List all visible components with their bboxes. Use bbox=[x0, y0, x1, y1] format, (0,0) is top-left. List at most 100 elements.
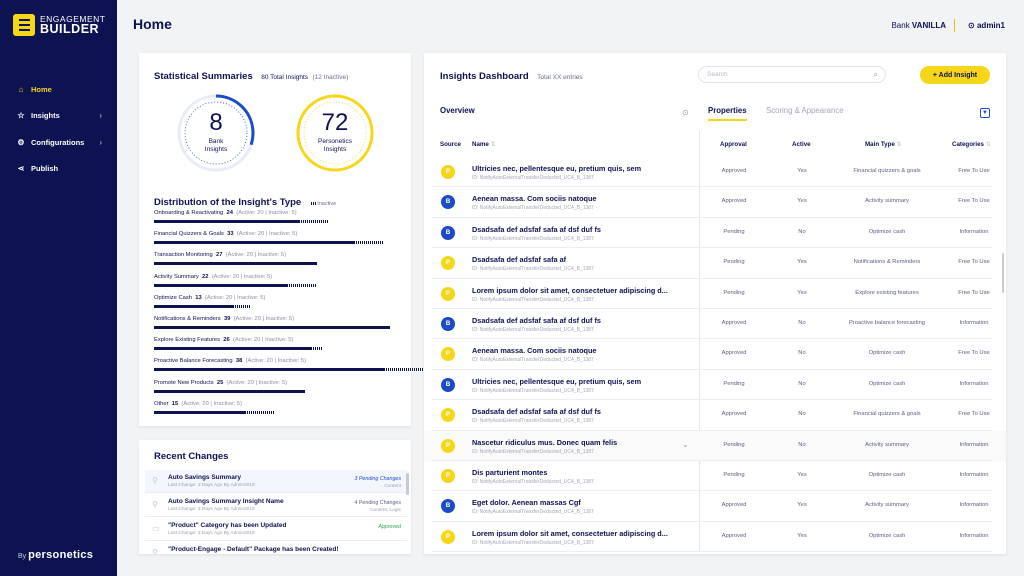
chevron-down-icon[interactable]: ⌄ bbox=[682, 439, 689, 449]
table-row[interactable]: P Aenean massa. Com sociis natoque ID: Not… bbox=[424, 339, 1006, 370]
table-row[interactable]: P Dis parturient montes ID: NotifyAutoExte… bbox=[424, 461, 1006, 492]
pin-icon: ⚲ bbox=[152, 500, 158, 509]
personetics-count: 72 bbox=[321, 109, 349, 136]
recent-change-item[interactable]: ⚲ Auto Savings Summary Insight Name Last C… bbox=[145, 494, 407, 517]
approval-cell: Approved bbox=[721, 532, 747, 539]
sidebar-item-publish[interactable]: ⋖ Publish bbox=[0, 156, 117, 183]
recent-change-scope: Content, Logic bbox=[370, 508, 401, 513]
source-badge: B bbox=[441, 317, 455, 331]
inactive-bar bbox=[311, 347, 324, 351]
active-cell: No bbox=[798, 380, 806, 387]
table-row[interactable]: B Eget dolor. Aenean massas Cgf ID: Notify… bbox=[424, 491, 1006, 522]
table-row[interactable]: P Dsadsafa def adsfaf safa af dsf duf fs I… bbox=[424, 400, 1006, 431]
table-row[interactable]: P Dsadsafa def adsfaf safa af ID: NotifyAu… bbox=[424, 248, 1006, 279]
inactive-legend: Inactive bbox=[310, 201, 336, 207]
col-main-type[interactable]: Main Type ⇅ bbox=[865, 141, 902, 148]
recent-scrollbar[interactable] bbox=[406, 473, 409, 495]
main-type-cell: Activity summary bbox=[865, 502, 909, 509]
distribution-label: Financial Quizzers & Goals 33 (Active: 2… bbox=[154, 231, 298, 238]
categories-cell: Free To Use bbox=[958, 168, 990, 174]
bank-selector[interactable]: Bank VANILLA bbox=[891, 21, 946, 30]
main-type-cell: Proactive balance forecasting bbox=[848, 320, 926, 326]
source-badge: B bbox=[441, 225, 455, 240]
recent-change-item[interactable]: ⚲ Auto Savings Summary Last Change: 3 Days… bbox=[145, 470, 407, 493]
table-row[interactable]: B Ultricies nec, pellentesque eu, pretium… bbox=[424, 370, 1006, 401]
insight-name: Nascetur ridiculus mus. Donec quam felis bbox=[472, 437, 618, 447]
categories-cell: Free To Use bbox=[958, 289, 990, 296]
source-badge: P bbox=[441, 529, 455, 544]
filter-icon[interactable]: ▼ bbox=[980, 108, 990, 118]
insight-id: ID: NotifyAutoExternalTransferDeducted_U… bbox=[472, 175, 594, 181]
insight-name: Aenean massa. Com sociis natoque bbox=[472, 346, 597, 356]
top-bar: Home Bank VANILLA ⊙ admin1 bbox=[117, 0, 1024, 50]
active-bar bbox=[154, 304, 233, 308]
recent-change-item[interactable]: ⚲ "Product-Engage - Default" Package has … bbox=[145, 542, 407, 554]
insight-id: ID: NotifyAutoExternalTransferDeducted_U… bbox=[472, 387, 594, 394]
logo-text-bottom: BUILDER bbox=[40, 22, 100, 36]
table-row[interactable]: P Nascetur ridiculus mus. Donec quam feli… bbox=[424, 430, 1006, 461]
active-cell: Yes bbox=[797, 532, 807, 539]
approval-cell: Pending bbox=[723, 472, 745, 478]
approval-cell: Approved bbox=[721, 320, 747, 326]
approval-cell: Pending bbox=[723, 380, 745, 387]
distribution-label: Activity Summary 22 (Active: 20 | Inacti… bbox=[154, 273, 273, 280]
approval-cell: Pending bbox=[723, 441, 745, 448]
active-bar bbox=[154, 326, 390, 329]
distribution-row: Explore Existing Features 26 (Active: 20… bbox=[154, 337, 396, 351]
distribution-label: Explore Existing Features 26 (Active: 20… bbox=[154, 337, 294, 344]
recent-change-item[interactable]: ▭ "Product" Category has been Updated Last… bbox=[145, 518, 407, 541]
add-insight-button[interactable]: + Add Insight bbox=[920, 66, 990, 84]
approval-cell: Pending bbox=[723, 228, 745, 235]
sort-icon: ⇅ bbox=[985, 141, 991, 148]
table-row[interactable]: B Aenean massa. Com sociis natoque ID: Not… bbox=[424, 187, 1006, 218]
recent-change-meta: Last Change: 3 Days Ago By Admin2019 bbox=[168, 507, 255, 512]
source-badge: P bbox=[441, 286, 455, 301]
table-row[interactable]: P Lorem ipsum dolor sit amet, consectetue… bbox=[424, 279, 1006, 309]
active-cell: No bbox=[798, 320, 806, 326]
approval-cell: Approved bbox=[721, 502, 747, 509]
footer-brand: By personetics bbox=[18, 549, 94, 561]
insight-name: Aenean massa. Com sociis natoque bbox=[472, 194, 597, 204]
sidebar-item-configurations[interactable]: ⚙ Configurations › bbox=[0, 129, 117, 156]
active-bar bbox=[154, 410, 245, 414]
active-cell: No bbox=[798, 350, 806, 357]
distribution-label: Notifications & Reminders 39 (Active: 20… bbox=[154, 316, 295, 322]
logo[interactable]: ENGAGEMENT BUILDER bbox=[13, 14, 105, 36]
insights-dashboard-card: Insights Dashboard Total XX entries Sear… bbox=[424, 53, 1006, 554]
distribution-label: Onboarding & Reactivating 24 (Active: 20… bbox=[154, 210, 297, 216]
col-source: Source bbox=[440, 141, 461, 148]
user-menu[interactable]: ⊙ admin1 bbox=[968, 21, 1005, 30]
recent-changes-card: Recent Changes ⚲ Auto Savings Summary Last… bbox=[139, 440, 411, 554]
col-categories[interactable]: Categories ⇅ bbox=[952, 141, 991, 148]
active-bar bbox=[154, 241, 354, 245]
table-row[interactable]: B Dsadsafa def adsfaf safa af dsf duf fs I… bbox=[424, 309, 1006, 340]
col-name[interactable]: Name ⇅ bbox=[472, 141, 496, 148]
sidebar-item-insights[interactable]: ☆ Insights › bbox=[0, 103, 117, 130]
search-input[interactable]: Search ⌕ bbox=[698, 66, 886, 83]
distribution-row: Transaction Monitoring 27 (Active: 20 | … bbox=[154, 252, 396, 266]
table-row[interactable]: B Dsadsafa def adsfaf safa af dsf duf fs I… bbox=[424, 218, 1006, 249]
insight-id: ID: NotifyAutoExternalTransferDeducted_U… bbox=[472, 448, 594, 455]
table-row[interactable]: P Lorem ipsum dolor sit amet, consectetue… bbox=[424, 522, 1006, 553]
tab-properties[interactable]: Properties bbox=[708, 106, 747, 121]
categories-cell: Information bbox=[959, 441, 989, 448]
main-type-cell: Optimize cash bbox=[868, 380, 906, 387]
source-badge: B bbox=[441, 195, 455, 210]
sidebar-item-label: Publish bbox=[31, 164, 59, 174]
inactive-bar bbox=[244, 410, 275, 414]
table-scrollbar[interactable] bbox=[1002, 253, 1004, 293]
table-row[interactable]: P Ultricies nec, pellentesque eu, pretium… bbox=[424, 157, 1006, 188]
approval-cell: Pending bbox=[723, 289, 745, 296]
source-badge: P bbox=[441, 438, 455, 453]
distribution-row: Proactive Balance Forecasting 38 (Active… bbox=[154, 358, 481, 372]
distribution-label: Other 15 (Active: 20 | Inactive: 5) bbox=[154, 400, 242, 407]
sidebar-item-label: Home bbox=[31, 84, 52, 94]
overview-toggle-icon[interactable]: ⊙ bbox=[682, 108, 689, 117]
tab-scoring-appearance[interactable]: Scoring & Appearance bbox=[766, 106, 844, 115]
dashboard-title: Insights Dashboard bbox=[440, 71, 529, 82]
recent-change-title: "Product-Engage - Default" Package has b… bbox=[168, 546, 339, 553]
star-icon: ☆ bbox=[17, 111, 25, 121]
sidebar-item-home[interactable]: ⌂ Home bbox=[0, 76, 117, 103]
distribution-row: Onboarding & Reactivating 24 (Active: 20… bbox=[154, 210, 396, 223]
active-cell: No bbox=[798, 411, 806, 418]
